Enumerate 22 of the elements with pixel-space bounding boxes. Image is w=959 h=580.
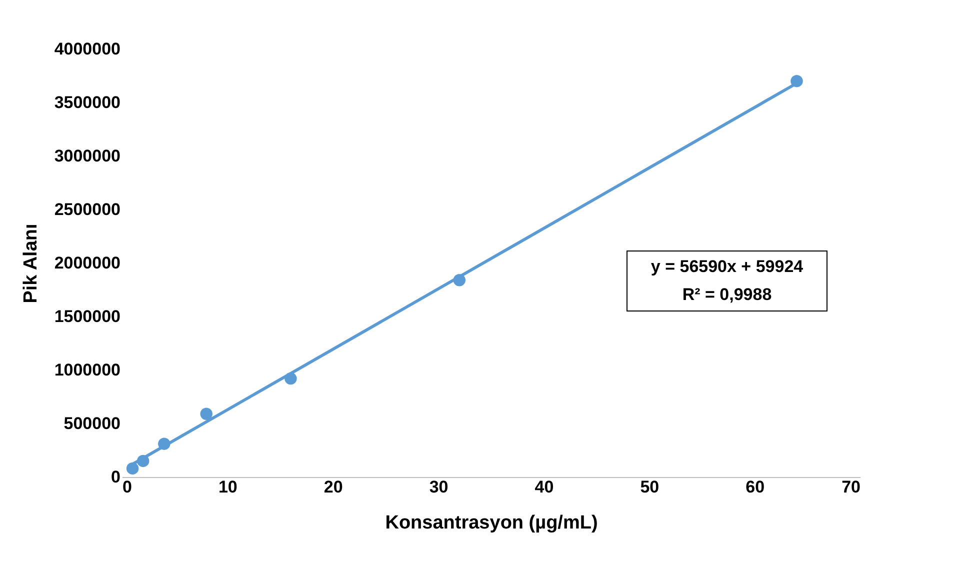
y-tick-label: 1000000 — [54, 360, 120, 380]
y-tick-label: 2000000 — [54, 254, 120, 272]
x-tick-label: 70 — [842, 478, 860, 496]
y-tick-label: 1500000 — [54, 307, 120, 326]
annotation: y = 56590x + 59924 — [650, 257, 804, 276]
y-tick-label: 2500000 — [54, 200, 120, 219]
y-tick-label: 4000000 — [54, 40, 120, 58]
x-tick-label: 60 — [746, 478, 765, 496]
x-tick-label: 30 — [429, 478, 448, 496]
annotation: R² = 0,9988 — [682, 285, 772, 304]
x-tick-label: 10 — [218, 478, 238, 496]
x-tick-label: 0 — [122, 478, 132, 496]
y-axis-title: Pik Alanı — [20, 224, 42, 304]
point — [200, 408, 212, 420]
y-tick-label: 3000000 — [54, 146, 120, 166]
y-tick-label: 3500000 — [54, 93, 120, 112]
x-tick-label: 20 — [324, 478, 343, 496]
x-tick-label: 40 — [534, 478, 554, 496]
x-axis-title: Konsantrasyon (µg/mL) — [385, 512, 598, 534]
x-tick-label: 50 — [640, 478, 660, 496]
point — [126, 462, 139, 475]
y-tick-label: 500000 — [64, 414, 120, 433]
